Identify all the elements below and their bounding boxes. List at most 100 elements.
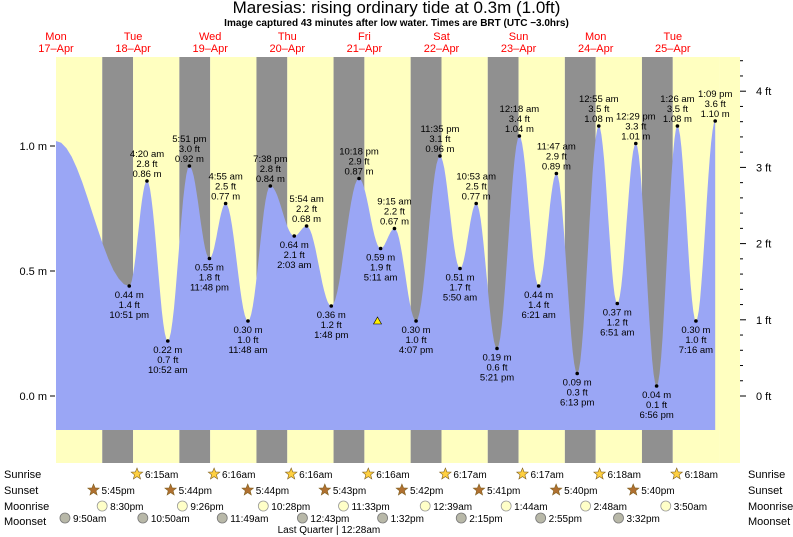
day-date: 18–Apr	[115, 43, 151, 55]
right-tick-label: 1 ft	[756, 315, 771, 327]
day-name: Tue	[664, 31, 683, 43]
tide-label: 2.8 ft	[136, 159, 157, 170]
moonset-icon	[455, 512, 467, 524]
row-label-right: Moonrise	[748, 501, 793, 513]
tide-label: 3.5 ft	[667, 104, 688, 115]
sunset-icon	[395, 483, 409, 496]
day-date: 24–Apr	[578, 43, 614, 55]
tide-point	[304, 224, 309, 228]
sunset-time: 5:42pm	[410, 486, 443, 497]
tide-label: 1.08 m	[663, 114, 692, 125]
tide-label: 6:13 pm	[560, 398, 594, 409]
tide-label: 1.2 ft	[321, 320, 342, 331]
tide-point	[292, 234, 297, 238]
tide-point	[675, 124, 680, 128]
sunset-time: 5:40pm	[641, 486, 674, 497]
tide-label: 0.30 m	[233, 325, 262, 336]
tide-label: 0.68 m	[292, 214, 321, 225]
day-date: 17–Apr	[38, 43, 74, 55]
tide-label: 1.9 ft	[370, 263, 391, 274]
moonset-time: 2:15pm	[469, 514, 502, 525]
moonset-time: 1:32pm	[391, 514, 424, 525]
tide-label: 3.0 ft	[179, 144, 200, 155]
tide-label: 1.0 ft	[685, 335, 706, 346]
tide-label: 0.67 m	[380, 217, 409, 228]
row-label-left: Moonrise	[4, 501, 49, 513]
sunrise-icon	[670, 467, 684, 480]
tide-label: 1.0 ft	[237, 335, 258, 346]
tide-label: 2.1 ft	[284, 250, 305, 261]
tide-point	[127, 284, 132, 288]
day-date: 22–Apr	[424, 43, 460, 55]
day-name: Wed	[199, 31, 221, 43]
tide-point	[615, 301, 620, 306]
day-name: Sun	[509, 31, 529, 43]
tide-label: 1.4 ft	[528, 300, 549, 311]
tide-label: 6:56 pm	[639, 410, 673, 421]
tide-point	[187, 164, 192, 168]
chart-title: Maresias: rising ordinary tide at 0.3m (…	[232, 0, 561, 17]
tide-point	[145, 179, 149, 183]
tide-point	[474, 201, 478, 206]
moonrise-icon	[176, 500, 188, 512]
sunrise-icon	[207, 467, 221, 480]
tide-label: 3.4 ft	[509, 114, 530, 125]
tide-label: 0.86 m	[132, 169, 161, 180]
tide-label: 0.36 m	[317, 310, 346, 321]
tide-area	[56, 121, 716, 430]
sunset-icon	[318, 483, 332, 496]
tide-label: 5:50 am	[443, 293, 477, 304]
sunset-icon	[241, 483, 255, 496]
day-band	[719, 57, 740, 463]
tide-label: 2.2 ft	[296, 204, 317, 215]
right-tick-label: 0 ft	[756, 391, 771, 403]
sunrise-icon	[515, 467, 529, 480]
right-tick-label: 4 ft	[756, 86, 771, 98]
tide-label: 1.7 ft	[449, 283, 470, 294]
sunrise-time: 6:18am	[608, 470, 641, 481]
tide-label: 1:09 pm	[698, 89, 732, 100]
day-date: 19–Apr	[192, 43, 228, 55]
tide-point	[207, 256, 212, 261]
tide-label: 10:18 pm	[339, 147, 379, 158]
tide-label: 0.1 ft	[646, 400, 667, 411]
row-label-left: Sunset	[4, 485, 38, 497]
tide-label: 4:07 pm	[399, 345, 433, 356]
tide-label: 0.09 m	[563, 378, 592, 389]
tide-label: 0.92 m	[175, 154, 204, 165]
moonrise-time: 11:33pm	[351, 502, 389, 513]
tide-label: 5:54 am	[289, 194, 323, 205]
tide-label: 12:55 am	[579, 94, 619, 105]
moonset-icon	[137, 512, 149, 524]
tide-point	[458, 266, 462, 271]
tide-label: 5:11 am	[364, 273, 398, 284]
tide-label: 3.6 ft	[705, 99, 726, 110]
tide-point	[438, 154, 442, 158]
tide-label: 12:29 pm	[616, 112, 656, 123]
tide-label: 0.04 m	[642, 390, 671, 401]
sunrise-icon	[438, 467, 452, 480]
tide-label: 2.5 ft	[215, 182, 236, 193]
tide-label: 0.37 m	[603, 308, 632, 319]
tide-label: 2.9 ft	[546, 152, 567, 163]
tide-label: 1.8 ft	[199, 273, 220, 284]
sunrise-time: 6:15am	[145, 470, 178, 481]
chart-subtitle: Image captured 43 minutes after low wate…	[224, 18, 569, 29]
moonrise-time: 9:26pm	[190, 502, 223, 513]
tide-point	[495, 346, 499, 351]
tide-label: 6:51 am	[600, 328, 634, 339]
tide-label: 3.3 ft	[625, 122, 646, 133]
tide-label: 0.44 m	[524, 290, 553, 301]
tide-label: 3.5 ft	[588, 104, 609, 115]
row-label-right: Moonset	[748, 516, 790, 528]
moonset-time: 2:55pm	[549, 514, 582, 525]
moonset-time: 9:50am	[73, 514, 106, 525]
tide-label: 5:21 pm	[480, 373, 514, 384]
tide-label: 5:51 pm	[172, 134, 206, 145]
day-name: Thu	[278, 31, 297, 43]
tide-label: 4:20 am	[130, 149, 164, 160]
moonrise-icon	[419, 500, 431, 512]
day-date: 21–Apr	[347, 43, 383, 55]
tide-label: 11:35 pm	[421, 124, 460, 135]
